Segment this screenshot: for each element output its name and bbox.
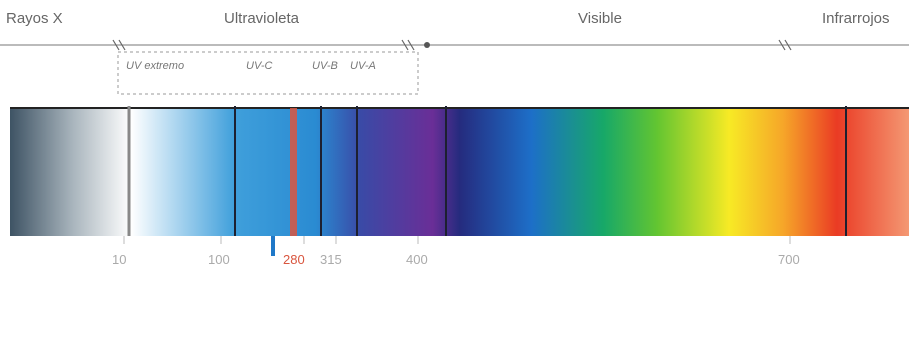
region-separators [112,39,792,51]
uv-band-label-extreme: UV extremo [126,60,185,72]
tick-marks [123,236,791,244]
tick-label-100: 100 [208,252,230,267]
visible-start-dot [424,42,430,48]
band-lines [127,106,847,236]
tick-label-280: 280 [283,252,305,267]
tick-label-315: 315 [320,252,342,267]
uv-band-box [117,51,419,95]
separator-xray-uv [112,39,126,51]
separator-visible-ir [778,39,792,51]
separator-uv-visible [401,39,415,51]
uv-band-label-uvc: UV-C [246,60,273,72]
region-label-visible: Visible [578,10,622,27]
tick-label-10: 10 [112,252,127,267]
region-label-ir: Infrarrojos [822,10,890,27]
region-label-xray: Rayos X [6,10,63,27]
uv-band-label-uvb: UV-B [312,60,338,72]
uv-band-label-uva: UV-A [350,60,376,72]
spectrum-bar [10,108,909,236]
region-label-uv: Ultravioleta [224,10,300,27]
tick-label-700: 700 [778,252,800,267]
tick-label-400: 400 [406,252,428,267]
red-marker-band [290,108,297,236]
